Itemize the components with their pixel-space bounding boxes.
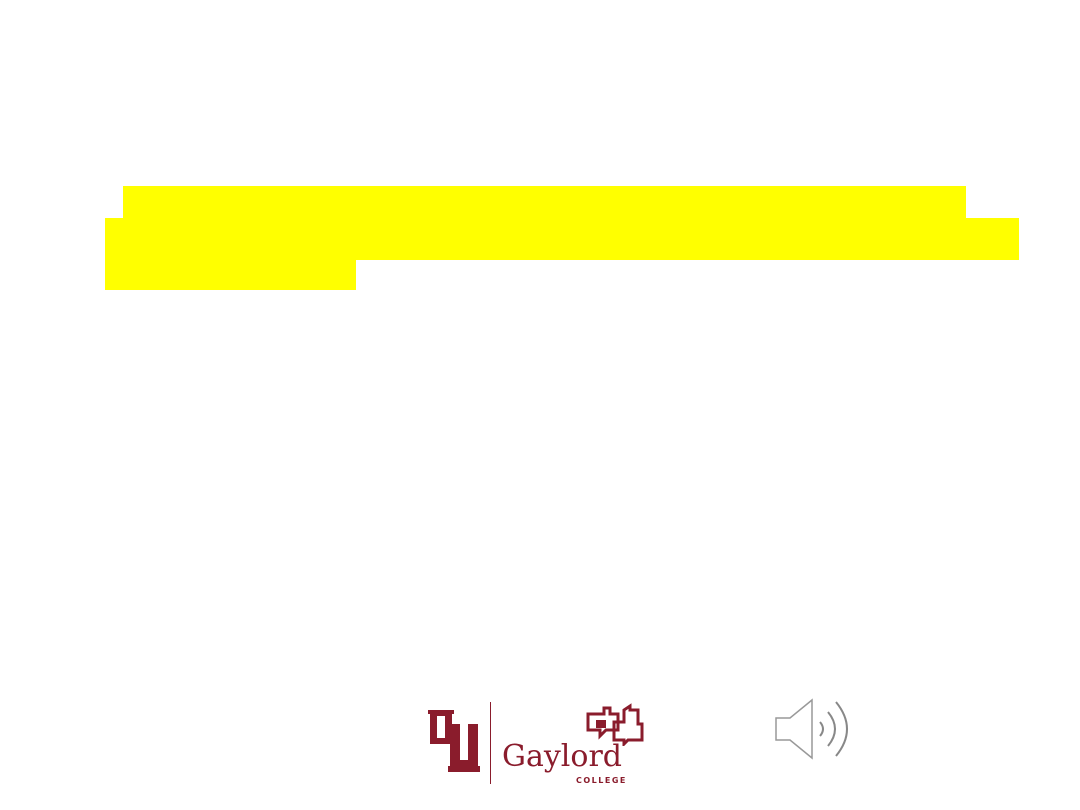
brand-sub: COLLEGE (576, 776, 627, 785)
logo-divider (490, 702, 491, 784)
highlight-line-1 (123, 186, 966, 218)
ou-logo-icon (428, 710, 480, 772)
gaylord-college-logo: Gaylord COLLEGE (416, 692, 654, 792)
gaylord-speech-icon (586, 703, 644, 746)
speaker-icon[interactable] (772, 694, 862, 764)
brand-name: Gaylord (502, 739, 622, 774)
highlight-line-2 (105, 218, 1019, 260)
highlight-line-3 (105, 260, 356, 290)
